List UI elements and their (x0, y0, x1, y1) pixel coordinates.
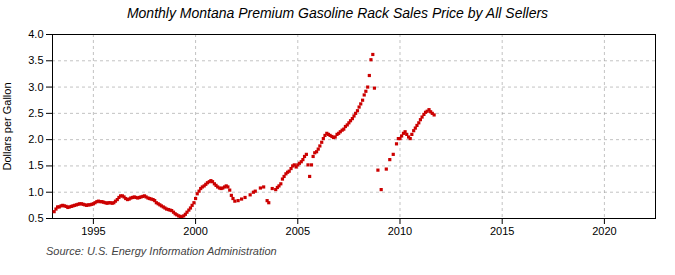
svg-text:1.0: 1.0 (28, 186, 43, 198)
svg-text:2000: 2000 (183, 225, 207, 237)
html-text:Source: U.S. Energy Informatio: Source: U.S. Energy Information Administ… (46, 245, 277, 257)
svg-text:3.5: 3.5 (28, 54, 43, 66)
html-text:Monthly Montana Premium Gasoli: Monthly Montana Premium Gasoline Rack Sa… (126, 5, 549, 21)
svg-text:4.0: 4.0 (28, 28, 43, 40)
svg-text:2.0: 2.0 (28, 133, 43, 145)
svg-text:1.5: 1.5 (28, 159, 43, 171)
svg-text:1995: 1995 (81, 225, 105, 237)
svg-text:2005: 2005 (286, 225, 310, 237)
svg-text:2015: 2015 (490, 225, 514, 237)
svg-text:2020: 2020 (592, 225, 616, 237)
svg-text:2010: 2010 (388, 225, 412, 237)
svg-text:Dollars per Gallon: Dollars per Gallon (1, 82, 13, 170)
svg-text:0.5: 0.5 (28, 212, 43, 224)
svg-text:3.0: 3.0 (28, 81, 43, 93)
svg-text:2.5: 2.5 (28, 107, 43, 119)
